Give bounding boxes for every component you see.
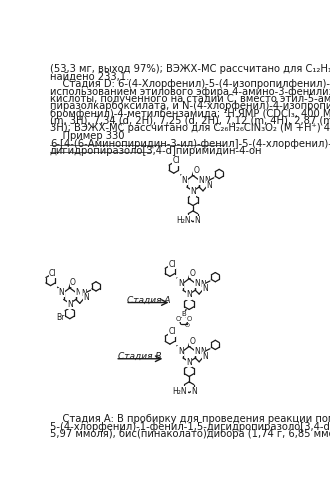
Text: O: O xyxy=(70,278,76,287)
Text: найдено 233,1.: найдено 233,1. xyxy=(50,71,129,81)
Text: 5-(4-хлорфенил)-1-фенил-1,5-дигидропиразоло[3,4-d]пиримидин-4-она (2,85 г,: 5-(4-хлорфенил)-1-фенил-1,5-дигидропираз… xyxy=(50,422,330,432)
Text: O: O xyxy=(193,166,199,174)
Text: Пример 330: Пример 330 xyxy=(50,131,124,141)
Text: (53,3 мг, выход 97%); ВЭЖХ-МС рассчитано для C₁₂H₁₂N₂O₃ (M +H⁺) 233,1,: (53,3 мг, выход 97%); ВЭЖХ-МС рассчитано… xyxy=(50,64,330,74)
Text: N: N xyxy=(81,289,86,298)
Text: H₂N: H₂N xyxy=(173,386,187,396)
Text: N: N xyxy=(58,288,64,297)
Text: O: O xyxy=(186,316,192,322)
Text: N: N xyxy=(204,176,210,186)
Text: N: N xyxy=(83,294,89,302)
Text: O: O xyxy=(189,336,195,345)
Text: N: N xyxy=(190,187,196,196)
Text: использованием этилового эфира 4-амино-3-фенилизоксазол-5-карбоновой: использованием этилового эфира 4-амино-3… xyxy=(50,86,330,97)
Text: N: N xyxy=(182,176,187,184)
Text: N: N xyxy=(67,300,73,308)
Text: N: N xyxy=(206,181,212,190)
Text: N: N xyxy=(202,284,208,293)
Text: H₂N: H₂N xyxy=(177,216,191,224)
Text: бромфенил)-4-метилбензамида; ¹Н ЯМР (CDCl₃, 400 МГц) δ 8,42 (dd, 2H), 7,53: бромфенил)-4-метилбензамида; ¹Н ЯМР (CDC… xyxy=(50,108,330,118)
Text: O: O xyxy=(176,316,181,322)
Text: N: N xyxy=(202,352,208,361)
Text: пиразолкарбоксилата, и N-(4-хлорфенил)-4-изопропилбензамида вместо N-(4-: пиразолкарбоксилата, и N-(4-хлорфенил)-4… xyxy=(50,101,330,111)
Text: Cl: Cl xyxy=(168,328,176,336)
Text: 6-[4-(6-Аминопиридин-3-ил)-фенил]-5-(4-хлорфенил)-1-фенил-1,5-: 6-[4-(6-Аминопиридин-3-ил)-фенил]-5-(4-х… xyxy=(50,138,330,148)
Text: дигидропиразоло[3,4-d]пиримидин-4-он: дигидропиразоло[3,4-d]пиримидин-4-он xyxy=(50,146,262,156)
Text: Cl: Cl xyxy=(49,269,57,278)
Text: N: N xyxy=(195,279,201,288)
Text: N: N xyxy=(195,346,201,356)
Text: N: N xyxy=(199,176,204,184)
Text: N: N xyxy=(186,358,192,367)
Text: Стадия D: 6-(4-Хлорфенил)-5-(4-изопропилфенил)-3-фенил-6H-изоксазоло[4,5-d]пирим: Стадия D: 6-(4-Хлорфенил)-5-(4-изопропил… xyxy=(50,79,330,89)
Text: N: N xyxy=(75,288,81,297)
Text: N: N xyxy=(195,216,201,226)
Text: Стадия B: Стадия B xyxy=(118,352,162,361)
Text: Cl: Cl xyxy=(168,260,176,268)
Text: Стадия A: Стадия A xyxy=(127,296,170,304)
Text: N: N xyxy=(186,290,192,300)
Text: N: N xyxy=(178,279,183,288)
Text: N: N xyxy=(200,280,206,288)
Text: Br: Br xyxy=(56,312,65,322)
Text: (m, 3H), 7,34 (d, 2H), 7,25 (d, 2H), 7,12 (m, 4H), 2,87 (m, 1H), 1,22 (s, 3H), 1: (m, 3H), 7,34 (d, 2H), 7,25 (d, 2H), 7,1… xyxy=(50,116,330,126)
Text: N: N xyxy=(178,346,183,356)
Text: O: O xyxy=(189,269,195,278)
Text: Cl: Cl xyxy=(172,156,180,166)
Text: B: B xyxy=(182,311,186,317)
Text: N: N xyxy=(191,388,197,396)
Text: 3H); ВЭЖХ-МС рассчитано для C₂₆H₂₆ClN₃O₂ (M +H⁺) 442,1, найдено 442,1.: 3H); ВЭЖХ-МС рассчитано для C₂₆H₂₆ClN₃O₂… xyxy=(50,123,330,133)
Text: 5,97 ммоля), бис(пинаколато)дибора (1,74 г, 6,85 ммоля), KOAc (1,76 г, 17,9: 5,97 ммоля), бис(пинаколато)дибора (1,74… xyxy=(50,429,330,439)
Text: Стадия A: В пробирку для проведения реакции помещают 6-(4-бромфенил)-: Стадия A: В пробирку для проведения реак… xyxy=(50,414,330,424)
Text: кислоты, полученного на стадии C, вместо этил-5-амино-1-фенил-4-: кислоты, полученного на стадии C, вместо… xyxy=(50,94,330,104)
Text: N: N xyxy=(200,348,206,356)
Text: O: O xyxy=(185,323,190,328)
